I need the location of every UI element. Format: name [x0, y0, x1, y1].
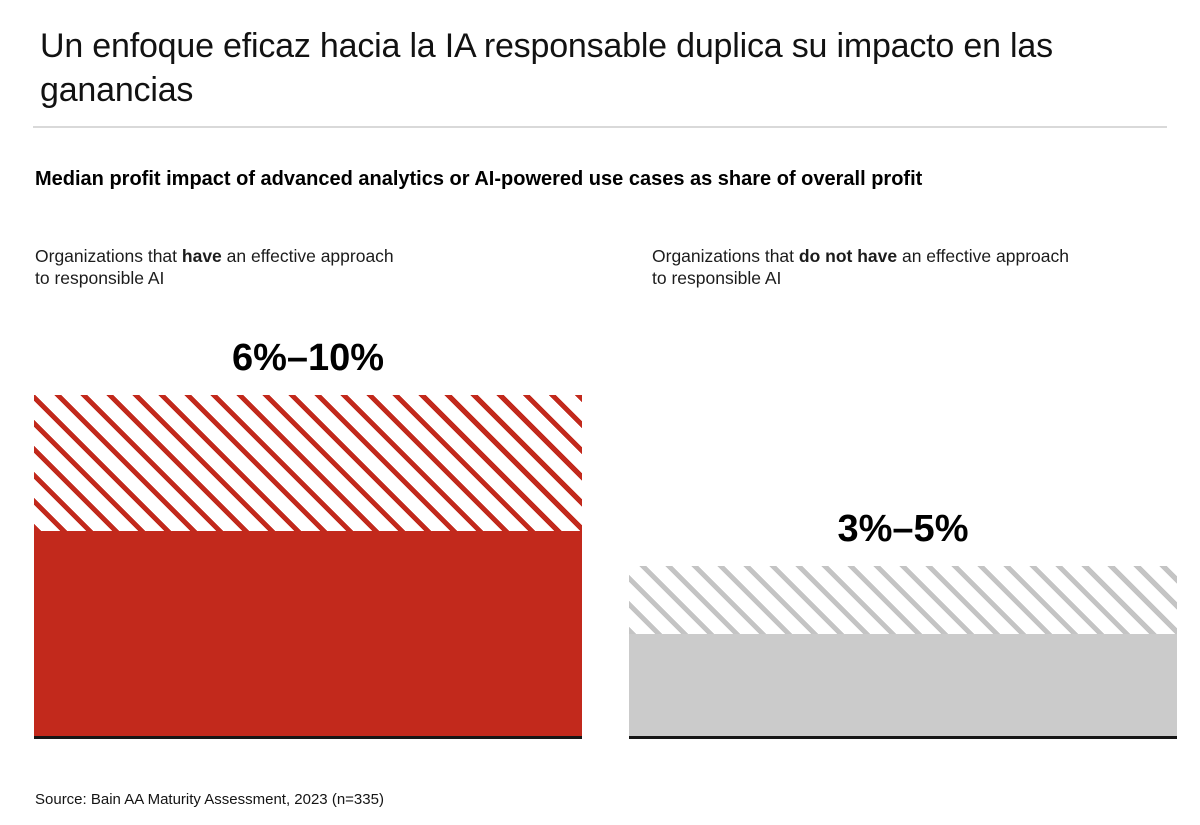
bar-hatched-range [629, 566, 1177, 634]
bar-axis-baseline [34, 736, 582, 739]
source-note: Source: Bain AA Maturity Assessment, 202… [35, 791, 384, 808]
category-label-do-not-have-pre: Organizations that [652, 246, 799, 266]
bar-value-label: 3%–5% [837, 508, 969, 550]
bar-solid-fill [629, 634, 1177, 736]
category-label-have-bold: have [181, 246, 222, 266]
category-label-do-not-have-post: an effective approach [897, 246, 1069, 266]
bar-solid-fill [34, 531, 582, 736]
bar-no-responsible-ai: 3%–5% [629, 509, 1177, 739]
category-label-have-pre: Organizations that [35, 246, 182, 266]
category-label-do-not-have-line2: to responsible AI [652, 268, 782, 288]
bar-have-responsible-ai: 6%–10% [34, 338, 582, 739]
category-label-have-line2: to responsible AI [35, 268, 165, 288]
bar-axis-baseline [629, 736, 1177, 739]
category-label-do-not-have-bold: do not have [798, 246, 898, 266]
horizontal-divider [33, 126, 1167, 128]
chart-title: Median profit impact of advanced analyti… [35, 168, 923, 190]
bar-value-label: 6%–10% [231, 337, 385, 379]
category-label-have-post: an effective approach [221, 246, 394, 266]
category-label-have: Organizations that have an effective app… [35, 245, 394, 289]
category-label-do-not-have: Organizations that do not have an effect… [652, 245, 1069, 289]
bar-hatched-range [34, 395, 582, 531]
page-title: Un enfoque eficaz hacia la IA responsabl… [40, 27, 1053, 109]
